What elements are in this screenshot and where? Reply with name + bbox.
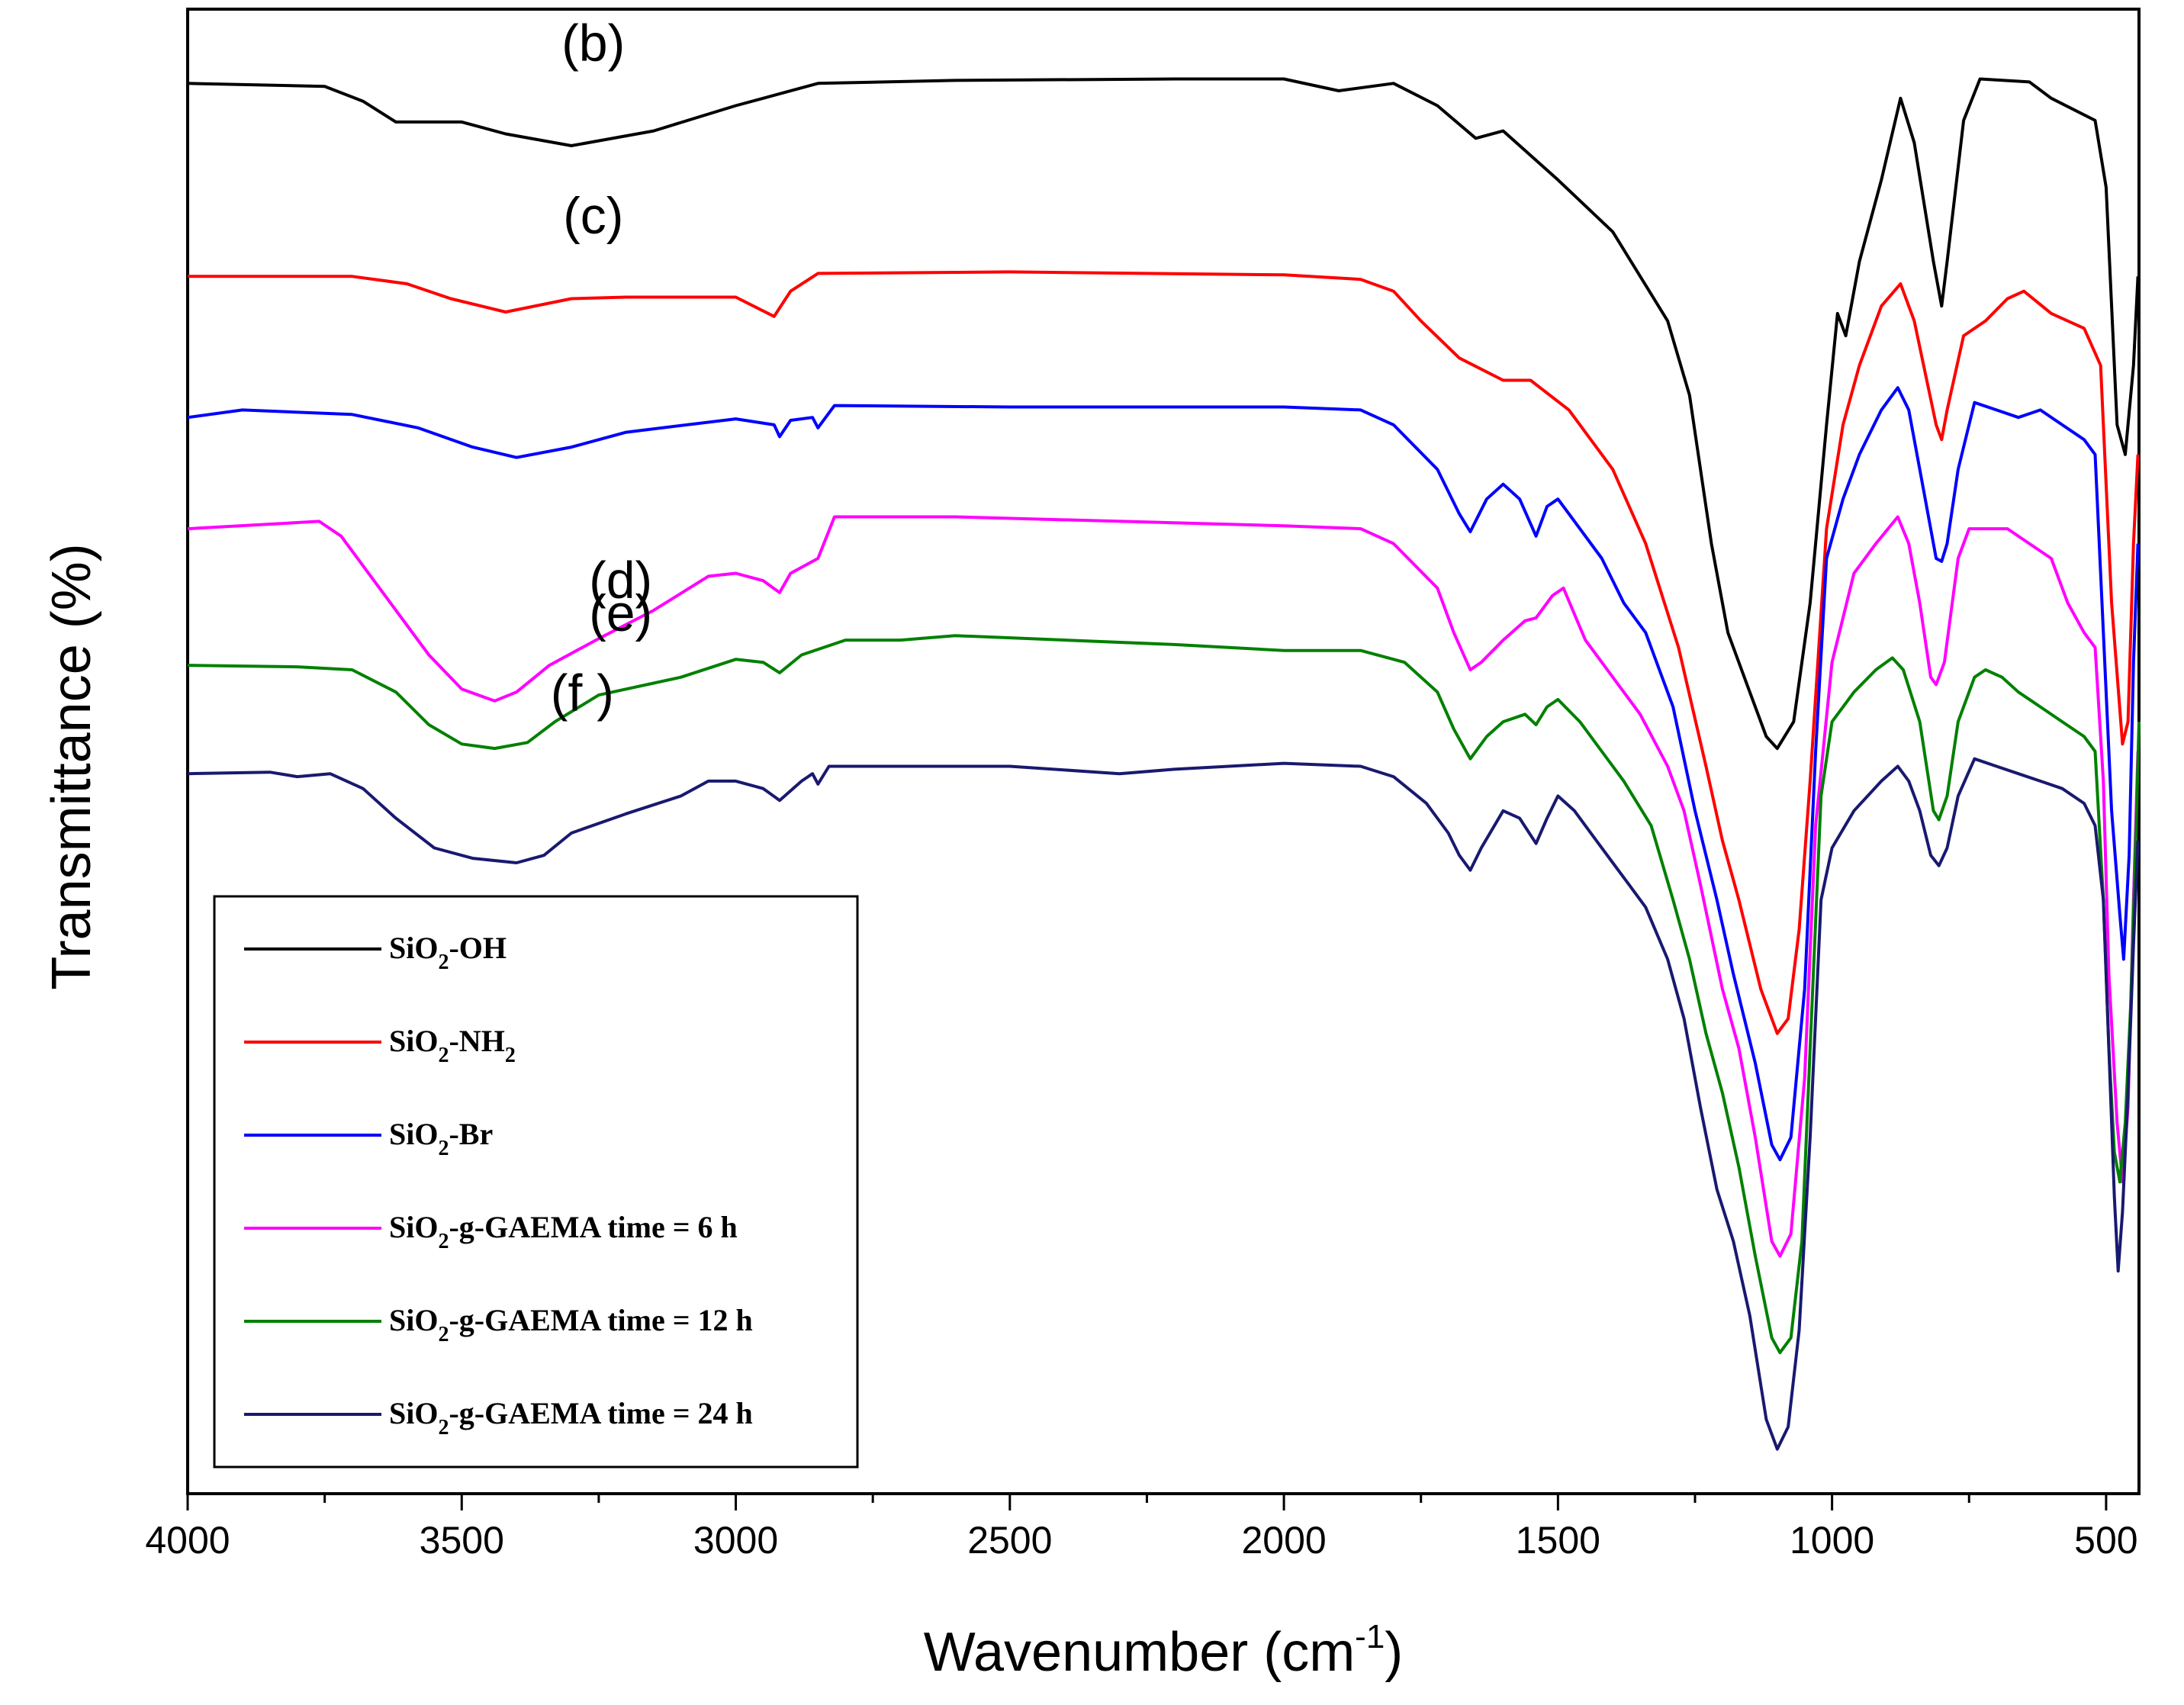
x-axis-title-close: ) bbox=[1385, 1622, 1403, 1683]
x-tick-label-1000: 1000 bbox=[1790, 1519, 1874, 1562]
x-axis-title-sup: -1 bbox=[1355, 1618, 1385, 1655]
curve-label-d: (d) bbox=[589, 551, 652, 609]
curve-label-f: (f ) bbox=[551, 664, 614, 722]
legend-label-e: SiO2-g-GAEMA time = 12 h bbox=[389, 1303, 753, 1346]
x-tick-label-500: 500 bbox=[2074, 1519, 2137, 1562]
legend-label-c: SiO2-Br bbox=[389, 1117, 493, 1160]
legend-label-d: SiO2-g-GAEMA time = 6 h bbox=[389, 1210, 738, 1253]
x-tick-label-2500: 2500 bbox=[967, 1519, 1052, 1562]
series-line-e bbox=[187, 634, 2141, 1355]
series-line-a bbox=[187, 77, 2140, 751]
x-tick-label-4000: 4000 bbox=[145, 1519, 230, 1562]
spectra bbox=[187, 77, 2141, 1451]
x-tick-label-1500: 1500 bbox=[1516, 1519, 1600, 1562]
legend-box bbox=[213, 895, 859, 1469]
curve-label-c: (c) bbox=[563, 187, 623, 245]
curve-labels: (a)(b)(c)(d)(e)(f ) bbox=[551, 14, 652, 722]
x-tick-label-2000: 2000 bbox=[1241, 1519, 1326, 1562]
x-tick-label-3000: 3000 bbox=[693, 1519, 778, 1562]
series-line-f bbox=[187, 757, 2140, 1451]
legend: SiO2-OH SiO2-NH2 SiO2-Br SiO2-g-GAEMA time … bbox=[213, 895, 859, 1469]
series-line-c bbox=[187, 386, 2140, 1162]
x-axis-title-main: Wavenumber (cm bbox=[924, 1622, 1355, 1683]
y-axis-title: Transmittance (%) bbox=[41, 543, 102, 989]
curve-label-e: (e) bbox=[589, 584, 652, 642]
x-axis-ticks: 4000 3500 3000 2500 2000 1500 1000 500 bbox=[145, 1494, 2138, 1562]
series-line-b bbox=[188, 270, 2140, 1035]
curve-label-b: (b) bbox=[561, 14, 625, 72]
legend-label-f: SiO2-g-GAEMA time = 24 h bbox=[389, 1396, 753, 1440]
x-tick-label-3500: 3500 bbox=[420, 1519, 504, 1562]
series-line-d bbox=[187, 515, 2140, 1258]
legend-label-b: SiO2-NH2 bbox=[389, 1024, 516, 1067]
x-axis-title: Wavenumber (cm-1) bbox=[924, 1618, 1404, 1683]
legend-label-a: SiO2-OH bbox=[389, 931, 507, 974]
